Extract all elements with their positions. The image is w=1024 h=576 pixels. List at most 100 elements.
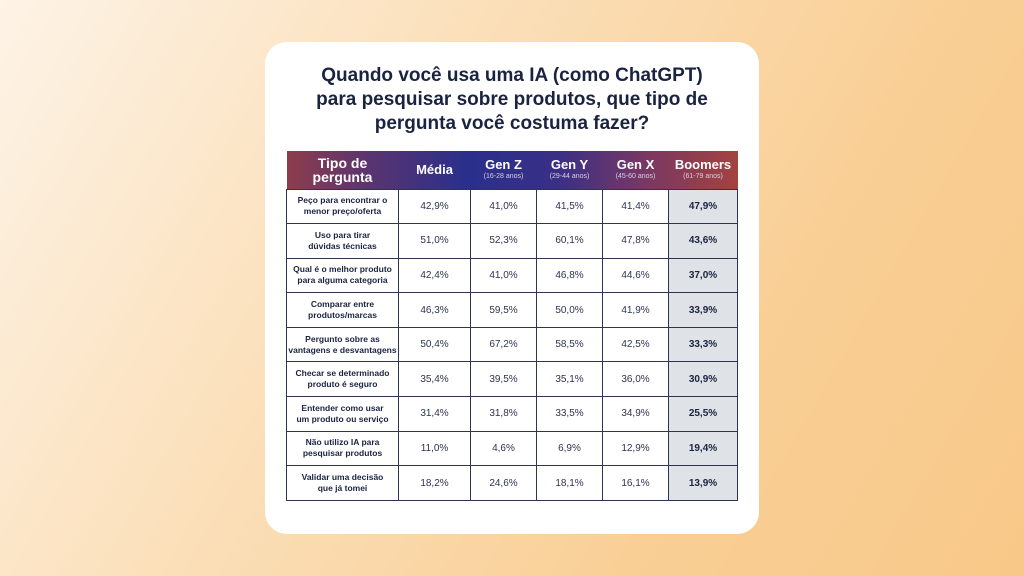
value-cell: 34,9%	[602, 396, 669, 432]
boomers-value-cell: 47,9%	[668, 188, 738, 225]
column-header: Gen Z (16-28 anos)	[471, 151, 537, 189]
boomers-value-cell: 43,6%	[668, 223, 738, 259]
value-cell: 42,9%	[398, 188, 471, 225]
value-cell: 11,0%	[398, 430, 471, 467]
value-cell: 35,4%	[398, 361, 471, 398]
value-cell: 31,8%	[470, 396, 537, 432]
question-cell: Peço para encontrar o menor preço/oferta	[286, 188, 399, 225]
table-row: Checar se determinado produto é seguro 35,…	[286, 361, 738, 398]
value-cell: 41,4%	[602, 188, 669, 225]
value-cell: 35,1%	[536, 361, 603, 398]
boomers-value-cell: 30,9%	[668, 361, 738, 398]
boomers-value-cell: 25,5%	[668, 396, 738, 432]
value-cell: 46,3%	[398, 292, 471, 328]
table-row: Comparar entre produtos/marcas 46,3% 59,5% 5…	[286, 292, 738, 328]
value-cell: 36,0%	[602, 361, 669, 398]
column-header: Boomers (61-79 anos)	[669, 151, 738, 189]
table-row: Entender como usar um produto ou serviço 3…	[286, 396, 738, 432]
value-cell: 50,4%	[398, 326, 471, 363]
question-line: Qual é o melhor produto	[293, 264, 392, 275]
value-cell: 50,0%	[536, 292, 603, 328]
chart-title: Quando você usa uma IA (como ChatGPT) pa…	[265, 64, 759, 136]
value-cell: 31,4%	[398, 396, 471, 432]
question-cell: Entender como usar um produto ou serviço	[286, 396, 399, 432]
column-label: Boomers	[674, 157, 732, 173]
column-header: Gen Y (29-44 anos)	[537, 151, 603, 189]
value-cell: 4,6%	[470, 430, 537, 467]
value-cell: 42,4%	[398, 257, 471, 294]
column-age-range: (61-79 anos)	[683, 173, 723, 181]
value-cell: 59,5%	[470, 292, 537, 328]
boomers-value-cell: 19,4%	[668, 430, 738, 467]
value-cell: 60,1%	[536, 223, 603, 259]
column-label: Gen Y	[550, 157, 589, 173]
column-age-range: (16-28 anos)	[483, 173, 524, 181]
question-line: pesquisar produtos	[302, 448, 383, 459]
boomers-value-cell: 13,9%	[668, 465, 738, 501]
question-line: um produto ou serviço	[296, 413, 389, 424]
question-cell: Checar se determinado produto é seguro	[286, 361, 399, 398]
question-cell: Pergunto sobre as vantagens e desvantagen…	[286, 326, 399, 363]
question-line: para alguma categoria	[297, 275, 388, 286]
table-row: Validar uma decisão que já tomei 18,2% 24,6…	[286, 465, 738, 501]
title-line: para pesquisar sobre produtos, que tipo …	[316, 89, 708, 110]
results-table: Tipo de pergunta Média Gen Z (16-28 anos) Ge…	[286, 151, 738, 501]
column-label: Tipo de pergunta	[312, 154, 373, 185]
value-cell: 58,5%	[536, 326, 603, 363]
title-line: Quando você usa uma IA (como ChatGPT)	[321, 65, 703, 86]
question-cell: Comparar entre produtos/marcas	[286, 292, 399, 328]
question-line: Validar uma decisão	[301, 472, 384, 483]
table-row: Qual é o melhor produto para alguma categ…	[286, 257, 738, 294]
value-cell: 47,8%	[602, 223, 669, 259]
value-cell: 39,5%	[470, 361, 537, 398]
column-age-range: (29-44 anos)	[549, 173, 590, 181]
value-cell: 41,0%	[470, 188, 537, 225]
boomers-value-cell: 33,9%	[668, 292, 738, 328]
value-cell: 67,2%	[470, 326, 537, 363]
value-cell: 24,6%	[470, 465, 537, 501]
question-line: produtos/marcas	[308, 310, 377, 321]
value-cell: 42,5%	[602, 326, 669, 363]
table-row: Peço para encontrar o menor preço/oferta 4…	[286, 188, 738, 225]
value-cell: 6,9%	[536, 430, 603, 467]
value-cell: 16,1%	[602, 465, 669, 501]
column-label: Gen X	[616, 157, 655, 173]
value-cell: 51,0%	[398, 223, 471, 259]
table-header: Tipo de pergunta Média Gen Z (16-28 anos) Ge…	[286, 151, 738, 189]
column-header: Tipo de pergunta	[287, 151, 399, 189]
column-header: Média	[399, 151, 471, 189]
table-row: Uso para tirar dúvidas técnicas 51,0% 52,3%…	[286, 223, 738, 259]
column-label: Média	[416, 161, 453, 177]
value-cell: 18,1%	[536, 465, 603, 501]
question-line: produto é seguro	[307, 379, 378, 390]
value-cell: 33,5%	[536, 396, 603, 432]
value-cell: 41,9%	[602, 292, 669, 328]
question-cell: Uso para tirar dúvidas técnicas	[286, 223, 399, 259]
survey-card: Quando você usa uma IA (como ChatGPT) pa…	[265, 42, 759, 534]
table-row: Pergunto sobre as vantagens e desvantagen…	[286, 326, 738, 363]
column-header: Gen X (45-60 anos)	[603, 151, 669, 189]
value-cell: 12,9%	[602, 430, 669, 467]
question-cell: Validar uma decisão que já tomei	[286, 465, 399, 501]
question-line: menor preço/oferta	[303, 206, 382, 217]
boomers-value-cell: 37,0%	[668, 257, 738, 294]
question-line: Uso para tirar	[314, 229, 371, 240]
question-line: Não utilizo IA para	[305, 437, 380, 448]
question-line: Pergunto sobre as	[305, 333, 380, 344]
question-line: que já tomei	[317, 483, 368, 494]
question-line: Entender como usar	[301, 402, 384, 413]
question-cell: Não utilizo IA para pesquisar produtos	[286, 430, 399, 467]
question-cell: Qual é o melhor produto para alguma categ…	[286, 257, 399, 294]
value-cell: 41,5%	[536, 188, 603, 225]
value-cell: 46,8%	[536, 257, 603, 294]
column-age-range: (45-60 anos)	[615, 173, 656, 181]
column-label: Gen Z	[485, 157, 522, 173]
question-line: Checar se determinado	[295, 368, 390, 379]
question-line: Comparar entre	[310, 299, 375, 310]
value-cell: 52,3%	[470, 223, 537, 259]
table-row: Não utilizo IA para pesquisar produtos 11,…	[286, 430, 738, 467]
question-line: Peço para encontrar o	[297, 195, 388, 206]
question-line: vantagens e desvantagens	[288, 344, 397, 355]
value-cell: 41,0%	[470, 257, 537, 294]
value-cell: 18,2%	[398, 465, 471, 501]
